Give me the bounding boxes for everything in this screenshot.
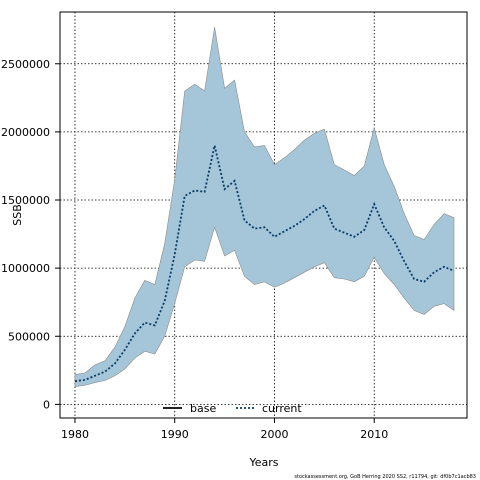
confidence-band xyxy=(74,26,455,388)
y-tick-label: 1000000 xyxy=(1,262,50,275)
y-axis: 0 500000 1000000 1500000 2000000 2500000 xyxy=(1,58,60,411)
y-tick-label: 2500000 xyxy=(1,58,50,71)
y-axis-title: SSB xyxy=(11,204,24,226)
x-axis-title: Years xyxy=(248,456,278,469)
x-axis: 1980 1990 2000 2010 xyxy=(61,418,388,441)
legend-label-current: current xyxy=(262,402,302,415)
x-tick-label: 1990 xyxy=(161,428,189,441)
y-tick-label: 1500000 xyxy=(1,194,50,207)
x-tick-label: 2010 xyxy=(360,428,388,441)
legend-label-base: base xyxy=(190,402,216,415)
footer-credit: stockassessment.org, GoB Herring 2020 SS… xyxy=(294,474,476,480)
x-tick-label: 1980 xyxy=(61,428,89,441)
legend: base current xyxy=(163,402,302,415)
y-tick-label: 0 xyxy=(43,398,50,411)
plot-frame xyxy=(59,11,468,419)
y-tick-label: 2000000 xyxy=(1,126,50,139)
x-tick-label: 2000 xyxy=(260,428,288,441)
y-tick-label: 500000 xyxy=(8,330,50,343)
series-line-current xyxy=(74,145,455,383)
